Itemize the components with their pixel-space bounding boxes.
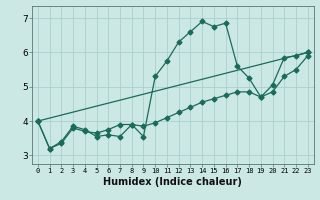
X-axis label: Humidex (Indice chaleur): Humidex (Indice chaleur) (103, 177, 242, 187)
